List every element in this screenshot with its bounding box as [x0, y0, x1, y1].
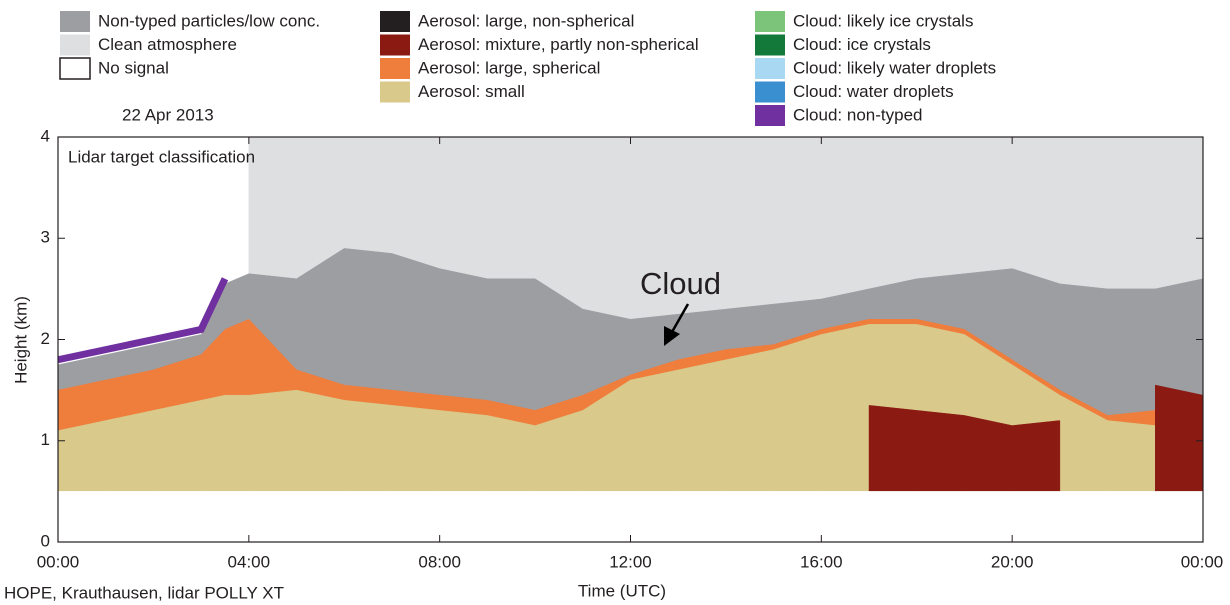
- area: [57, 491, 1204, 543]
- y-tick-label: 4: [41, 126, 50, 145]
- x-tick-label: 04:00: [228, 552, 271, 571]
- legend-label: Cloud: non-typed: [793, 105, 922, 124]
- legend-swatch: [380, 34, 410, 56]
- annotation-arrowhead: [664, 326, 680, 346]
- legend-label: Cloud: likely ice crystals: [793, 11, 973, 30]
- legend-swatch: [59, 57, 91, 80]
- x-tick-label: 08:00: [418, 552, 461, 571]
- legend-swatch: [380, 11, 410, 32]
- date-label: 22 Apr 2013: [122, 105, 214, 124]
- legend-swatch: [755, 105, 785, 126]
- x-axis-label: Time (UTC): [578, 581, 666, 600]
- x-tick-label: 12:00: [609, 552, 652, 571]
- legend-label: Aerosol: small: [418, 82, 525, 101]
- legend-swatch: [755, 58, 785, 79]
- y-tick-label: 1: [41, 430, 50, 449]
- x-tick-label: 00:00: [1181, 552, 1224, 571]
- legend-label: Non-typed particles/low conc.: [98, 11, 320, 30]
- legend-label: Aerosol: mixture, partly non-spherical: [418, 35, 699, 54]
- legend-label: Clean atmosphere: [98, 35, 237, 54]
- legend-swatch: [755, 11, 785, 32]
- x-tick-label: 16:00: [800, 552, 843, 571]
- y-tick-label: 0: [41, 531, 50, 550]
- chart-title: Lidar target classification: [68, 147, 255, 166]
- legend-label: Aerosol: large, spherical: [418, 58, 600, 77]
- legend-swatch: [60, 11, 90, 32]
- legend-swatch: [380, 81, 410, 103]
- plot-area: [57, 136, 1204, 543]
- legend-label: Aerosol: large, non-spherical: [418, 11, 634, 30]
- legend-swatch: [60, 34, 90, 56]
- y-tick-label: 2: [41, 329, 50, 348]
- y-tick-label: 3: [41, 228, 50, 247]
- caption: HOPE, Krauthausen, lidar POLLY XT: [4, 583, 284, 602]
- x-tick-label: 00:00: [37, 552, 80, 571]
- annotation: Cloud: [640, 266, 721, 301]
- annotation-arrow: [670, 303, 690, 333]
- legend-label: No signal: [98, 58, 169, 77]
- legend-swatch: [755, 81, 785, 103]
- legend-swatch: [755, 34, 785, 56]
- legend-label: Cloud: ice crystals: [793, 35, 931, 54]
- line: [57, 277, 229, 364]
- x-tick-label: 20:00: [991, 552, 1034, 571]
- y-axis-label: Height (km): [11, 296, 30, 384]
- legend-label: Cloud: water droplets: [793, 82, 954, 101]
- legend-swatch: [380, 58, 410, 79]
- legend-label: Cloud: likely water droplets: [793, 58, 996, 77]
